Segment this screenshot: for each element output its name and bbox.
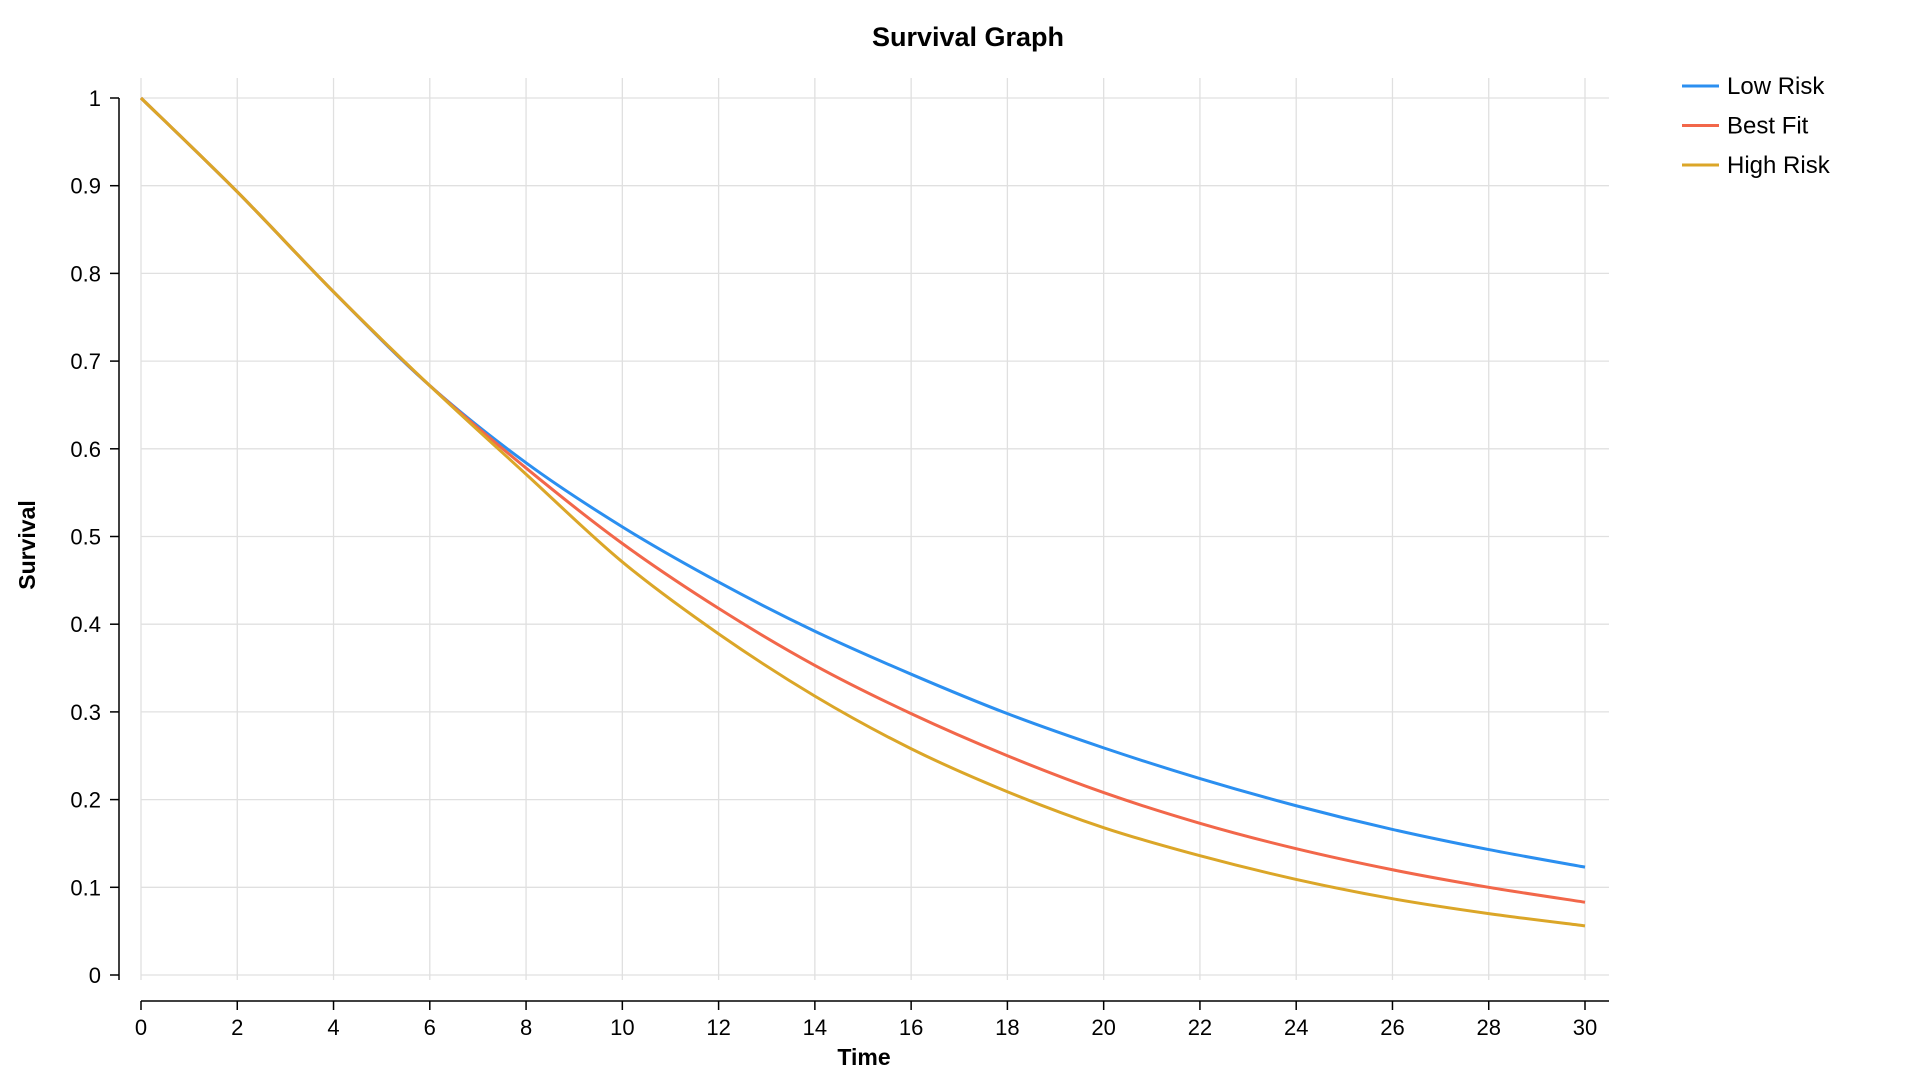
x-tick-label: 18	[995, 1015, 1019, 1040]
x-tick-label: 10	[610, 1015, 634, 1040]
x-axis-ticks: 0 2 4 6 8 10 12 14 16 18 20 22 24 26 28 30	[135, 1001, 1597, 1040]
x-tick-label: 6	[424, 1015, 436, 1040]
y-axis-ticks: 0 0.1 0.2 0.3 0.4 0.5 0.6 0.7 0.8 0.9 1	[70, 86, 119, 988]
legend-label-high-risk: High Risk	[1727, 152, 1831, 179]
x-tick-label: 2	[231, 1015, 243, 1040]
y-tick-label: 0.6	[70, 437, 101, 462]
x-tick-label: 20	[1091, 1015, 1115, 1040]
x-tick-label: 14	[803, 1015, 827, 1040]
x-tick-label: 4	[327, 1015, 339, 1040]
y-axis-title: Survival	[14, 500, 40, 590]
series-line-best-fit	[139, 96, 1586, 904]
x-tick-label: 12	[706, 1015, 730, 1040]
grid	[140, 78, 1609, 980]
x-tick-label: 16	[899, 1015, 923, 1040]
y-tick-label: 0.5	[70, 525, 101, 550]
series-line-low-risk	[139, 96, 1586, 869]
series-lines	[139, 96, 1586, 928]
y-tick-label: 0.4	[70, 612, 101, 637]
legend: Low Risk Best Fit High Risk	[1682, 73, 1831, 179]
x-tick-label: 0	[135, 1015, 147, 1040]
legend-label-low-risk: Low Risk	[1727, 73, 1825, 100]
y-tick-label: 0.9	[70, 174, 101, 199]
chart-title: Survival Graph	[872, 22, 1064, 52]
y-tick-label: 0	[89, 963, 101, 988]
y-tick-label: 0.8	[70, 261, 101, 286]
series-line-high-risk	[139, 96, 1586, 928]
x-axis-title: Time	[837, 1044, 890, 1070]
y-tick-label: 0.1	[70, 875, 101, 900]
y-tick-label: 0.2	[70, 788, 101, 813]
y-tick-label: 1	[89, 86, 101, 111]
axes	[118, 98, 1609, 1002]
x-tick-label: 24	[1284, 1015, 1308, 1040]
x-tick-label: 26	[1380, 1015, 1404, 1040]
x-tick-label: 28	[1476, 1015, 1500, 1040]
x-tick-label: 30	[1573, 1015, 1597, 1040]
x-tick-label: 8	[520, 1015, 532, 1040]
y-tick-label: 0.7	[70, 349, 101, 374]
x-tick-label: 22	[1188, 1015, 1212, 1040]
y-tick-label: 0.3	[70, 700, 101, 725]
legend-label-best-fit: Best Fit	[1727, 113, 1809, 140]
